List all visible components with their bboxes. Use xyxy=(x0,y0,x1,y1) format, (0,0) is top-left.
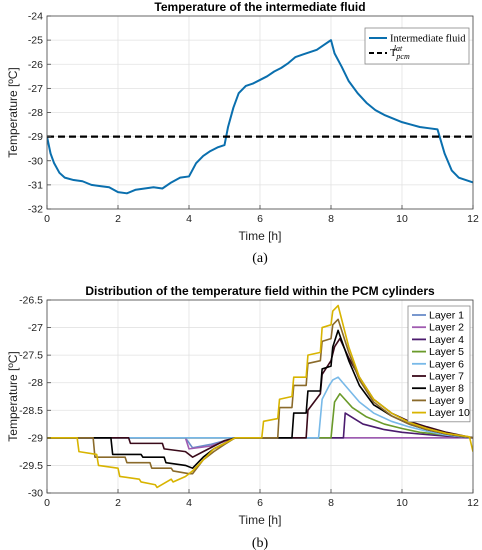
x-tick-label: 4 xyxy=(186,497,192,509)
x-tick-label: 10 xyxy=(396,497,408,509)
y-tick-label: -30 xyxy=(28,488,43,500)
y-tick-label: -27.5 xyxy=(19,350,43,362)
y-tick-label: -25 xyxy=(28,35,43,47)
chart-a-series xyxy=(47,39,473,195)
chart-b: Distribution of the temperature field wi… xyxy=(6,284,479,550)
legend-label-layer-6: Layer 6 xyxy=(429,358,464,370)
y-tick-label: -29.5 xyxy=(19,460,43,472)
x-tick-label: 6 xyxy=(257,497,263,509)
series-line-layer-4 xyxy=(47,412,473,439)
series-line-layer-6 xyxy=(47,376,473,439)
x-tick-label: 12 xyxy=(467,213,479,225)
chart-a-legend-box xyxy=(364,27,470,65)
series-line-intermediate-fluid xyxy=(47,39,473,195)
chart-b-caption: (b) xyxy=(252,536,269,550)
x-tick-label: 2 xyxy=(115,497,121,509)
series-line-layer-5 xyxy=(47,392,473,439)
legend-label-layer-10: Layer 10 xyxy=(429,407,470,419)
chart-b-x-label: Time [h] xyxy=(239,513,282,527)
legend-label-layer-2: Layer 2 xyxy=(429,322,464,334)
chart-a-x-label: Time [h] xyxy=(239,229,282,243)
y-tick-label: -27 xyxy=(28,83,43,95)
y-tick-label: -29 xyxy=(28,131,43,143)
x-tick-label: 10 xyxy=(396,213,408,225)
x-tick-label: 4 xyxy=(186,213,192,225)
chart-b-y-label: Temperature [ºC] xyxy=(6,351,20,441)
series-line-layer-8 xyxy=(47,329,473,469)
legend-label-layer-7: Layer 7 xyxy=(429,371,464,383)
y-tick-label: -26 xyxy=(28,59,43,71)
chart-b-title: Distribution of the temperature field wi… xyxy=(85,284,435,298)
x-tick-label: 0 xyxy=(44,213,50,225)
chart-b-x-ticks: 0 2 4 6 8 10 12 xyxy=(44,489,479,509)
series-line-layer-10 xyxy=(47,304,473,489)
chart-a-x-ticks: 0 2 4 6 8 10 12 xyxy=(44,205,479,225)
series-line-layer-9 xyxy=(47,318,473,475)
chart-a-y-label: Temperature [ºC] xyxy=(6,67,20,157)
y-tick-label: -28 xyxy=(28,377,43,389)
legend-label-layer-5: Layer 5 xyxy=(429,346,464,358)
chart-a-y-ticks: -24 -25 -26 -27 -28 -29 -30 -31 -32 xyxy=(28,11,51,216)
chart-a-title: Temperature of the intermediate fluid xyxy=(154,0,365,14)
y-tick-label: -30 xyxy=(28,155,43,167)
chart-b-y-ticks: -26.5 -27 -27.5 -28 -28.5 -29 -29.5 -30 xyxy=(19,295,51,500)
y-tick-label: -26.5 xyxy=(19,295,43,307)
x-tick-label: 2 xyxy=(115,213,121,225)
chart-a-legend: Intermediate fluid Tpcmlat xyxy=(364,27,470,65)
chart-a: Temperature of the intermediate fluid 0 2… xyxy=(6,0,479,266)
legend-label-layer-8: Layer 8 xyxy=(429,383,464,395)
chart-b-series xyxy=(47,304,473,489)
y-tick-label: -31 xyxy=(28,179,43,191)
chart-a-caption: (a) xyxy=(252,251,268,266)
y-tick-label: -29 xyxy=(28,432,43,444)
legend-label-layer-4: Layer 4 xyxy=(429,334,464,346)
y-tick-label: -24 xyxy=(28,11,43,23)
y-tick-label: -28.5 xyxy=(19,405,43,417)
y-tick-label: -27 xyxy=(28,322,43,334)
x-tick-label: 12 xyxy=(467,497,479,509)
legend-label-intermediate-fluid: Intermediate fluid xyxy=(390,34,466,45)
legend-label-layer-9: Layer 9 xyxy=(429,395,464,407)
legend-label-layer-1: Layer 1 xyxy=(429,310,464,322)
x-tick-label: 6 xyxy=(257,213,263,225)
x-tick-label: 8 xyxy=(328,213,334,225)
x-tick-label: 0 xyxy=(44,497,50,509)
y-tick-label: -28 xyxy=(28,107,43,119)
x-tick-label: 8 xyxy=(328,497,334,509)
y-tick-label: -32 xyxy=(28,204,43,216)
